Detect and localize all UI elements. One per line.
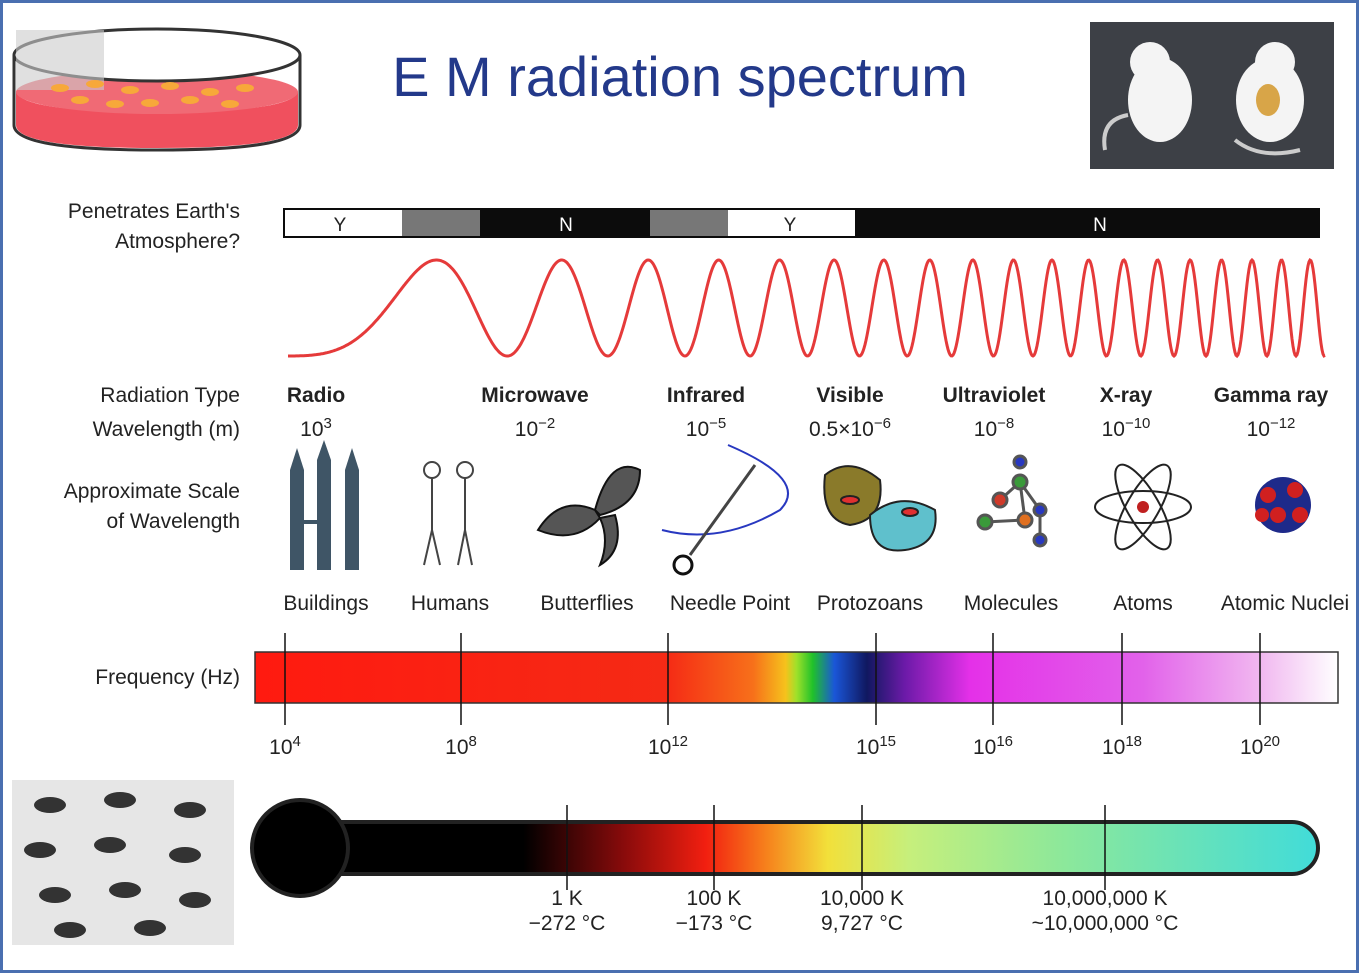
radiation-type: X-ray xyxy=(1100,384,1153,407)
wavelength-exp: 3 xyxy=(324,415,332,432)
wavelength: 10−10 xyxy=(1102,415,1151,442)
wave xyxy=(288,257,1326,359)
frequency-label-exp: 18 xyxy=(1125,733,1142,750)
wavelength-base: 10 xyxy=(686,418,709,441)
temperature-kelvin: 1 K xyxy=(551,887,583,910)
wavelength-base: 10 xyxy=(1102,418,1125,441)
temperature-celsius: −173 °C xyxy=(676,912,753,935)
mice-image xyxy=(1090,22,1334,169)
scale-label: Protozoans xyxy=(817,592,923,615)
temperature-kelvin: 100 K xyxy=(687,887,742,910)
frequency-label-exp: 8 xyxy=(469,733,477,750)
wavelength-exp: −2 xyxy=(538,415,555,432)
atmosphere-bar xyxy=(283,208,1320,238)
row-label: Frequency (Hz) xyxy=(95,666,240,689)
frequency-label-exp: 20 xyxy=(1263,733,1280,750)
radiation-type: Radio xyxy=(287,384,345,407)
atmosphere-label: N xyxy=(559,215,573,236)
scale-label: Atomic Nuclei xyxy=(1221,592,1349,615)
wavelength-base: 10 xyxy=(515,418,538,441)
atmosphere-label: Y xyxy=(784,215,797,236)
temperature-celsius: 9,727 °C xyxy=(821,912,903,935)
wavelength-exp: −6 xyxy=(874,415,891,432)
frequency-label: 104 xyxy=(269,733,301,760)
temperature-celsius: ~10,000,000 °C xyxy=(1032,912,1179,935)
row-label: Approximate Scale xyxy=(64,480,240,503)
radiation-type: Gamma ray xyxy=(1214,384,1329,407)
atmosphere-label: Y xyxy=(334,215,347,236)
row-label: Penetrates Earth's xyxy=(68,200,240,223)
frequency-label: 1018 xyxy=(1102,733,1142,760)
radiation-type: Ultraviolet xyxy=(943,384,1046,407)
thermometer xyxy=(250,798,1320,898)
wavelength-exp: −10 xyxy=(1125,415,1150,432)
wavelength-exp: −12 xyxy=(1270,415,1295,432)
radiation-type: Infrared xyxy=(667,384,745,407)
frequency-label-base: 10 xyxy=(445,736,468,759)
atmosphere-label: N xyxy=(1093,215,1107,236)
frequency-label-base: 10 xyxy=(648,736,671,759)
wavelength: 103 xyxy=(300,415,332,442)
wavelength: 10−12 xyxy=(1247,415,1296,442)
wavelength: 10−5 xyxy=(686,415,726,442)
scale-label: Butterflies xyxy=(540,592,633,615)
wavelength: 10−2 xyxy=(515,415,555,442)
wavelength-base: 10 xyxy=(974,418,997,441)
title: E M radiation spectrum xyxy=(392,45,968,108)
temperature-kelvin: 10,000,000 K xyxy=(1043,887,1168,910)
frequency-label-exp: 16 xyxy=(996,733,1013,750)
wavelength: 0.5×10−6 xyxy=(809,415,891,442)
frequency-label: 108 xyxy=(445,733,477,760)
wavelength-exp: −8 xyxy=(997,415,1014,432)
frequency-label-base: 10 xyxy=(856,736,879,759)
scale-label: Buildings xyxy=(283,592,368,615)
wavelength-exp: −5 xyxy=(709,415,726,432)
frequency-label-base: 10 xyxy=(1102,736,1125,759)
frequency-bar xyxy=(254,651,1339,704)
frequency-label-exp: 12 xyxy=(671,733,688,750)
row-label: Wavelength (m) xyxy=(93,418,240,441)
frequency-label-exp: 4 xyxy=(293,733,301,750)
frequency-label: 1012 xyxy=(648,733,688,760)
temperature-kelvin: 10,000 K xyxy=(820,887,904,910)
scale-label: Atoms xyxy=(1113,592,1173,615)
row-label: Atmosphere? xyxy=(115,230,240,253)
wavelength-base: 10 xyxy=(1247,418,1270,441)
frequency-label-base: 10 xyxy=(973,736,996,759)
frequency-label-base: 10 xyxy=(1240,736,1263,759)
frequency-label: 1020 xyxy=(1240,733,1280,760)
scale-icons xyxy=(290,440,1311,576)
petri-dish-image xyxy=(12,27,302,152)
ants-image xyxy=(12,780,234,945)
radiation-type: Microwave xyxy=(481,384,588,407)
frequency-label-base: 10 xyxy=(269,736,292,759)
wavelength-base: 0.5×10 xyxy=(809,418,874,441)
radiation-type: Visible xyxy=(816,384,883,407)
scale-label: Needle Point xyxy=(670,592,790,615)
row-label: Radiation Type xyxy=(100,384,240,407)
wavelength: 10−8 xyxy=(974,415,1014,442)
scale-label: Humans xyxy=(411,592,489,615)
row-label: of Wavelength xyxy=(107,510,240,533)
scale-label: Molecules xyxy=(964,592,1059,615)
frequency-label: 1015 xyxy=(856,733,896,760)
wavelength-base: 10 xyxy=(300,418,323,441)
temperature-celsius: −272 °C xyxy=(529,912,606,935)
frequency-label: 1016 xyxy=(973,733,1013,760)
frequency-label-exp: 15 xyxy=(879,733,896,750)
